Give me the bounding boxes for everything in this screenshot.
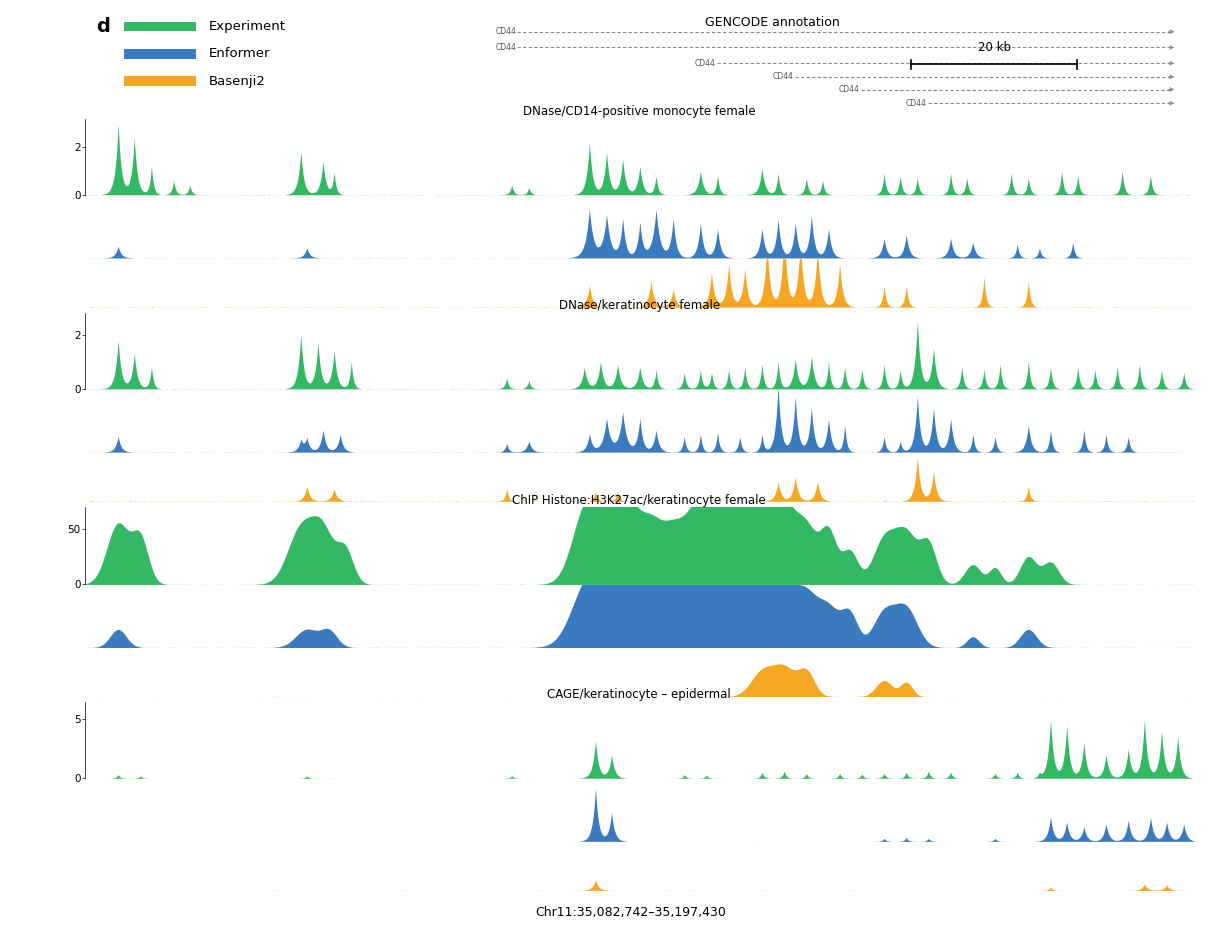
- Text: DNase/CD14-positive monocyte female: DNase/CD14-positive monocyte female: [524, 106, 755, 119]
- Text: GENCODE annotation: GENCODE annotation: [705, 16, 840, 29]
- Text: 20 kb: 20 kb: [978, 41, 1011, 54]
- Text: CAGE/keratinocyte – epidermal: CAGE/keratinocyte – epidermal: [548, 688, 731, 701]
- Text: CD44: CD44: [694, 58, 715, 68]
- Text: Enformer: Enformer: [208, 47, 270, 60]
- Text: CD44: CD44: [839, 85, 859, 94]
- Text: Basenji2: Basenji2: [208, 75, 265, 88]
- Text: DNase/keratinocyte female: DNase/keratinocyte female: [559, 299, 720, 312]
- Text: Experiment: Experiment: [208, 20, 286, 33]
- Text: CD44: CD44: [496, 27, 516, 36]
- Text: CD44: CD44: [772, 72, 794, 81]
- Text: Chr11:35,082,742–35,197,430: Chr11:35,082,742–35,197,430: [534, 906, 726, 919]
- Text: CD44: CD44: [496, 43, 516, 52]
- Text: ChIP Histone:H3K27ac/keratinocyte female: ChIP Histone:H3K27ac/keratinocyte female: [513, 494, 766, 507]
- Text: CD44: CD44: [905, 99, 926, 107]
- Text: d: d: [96, 17, 110, 36]
- Bar: [124, 49, 196, 58]
- Bar: [124, 22, 196, 31]
- Bar: [124, 76, 196, 86]
